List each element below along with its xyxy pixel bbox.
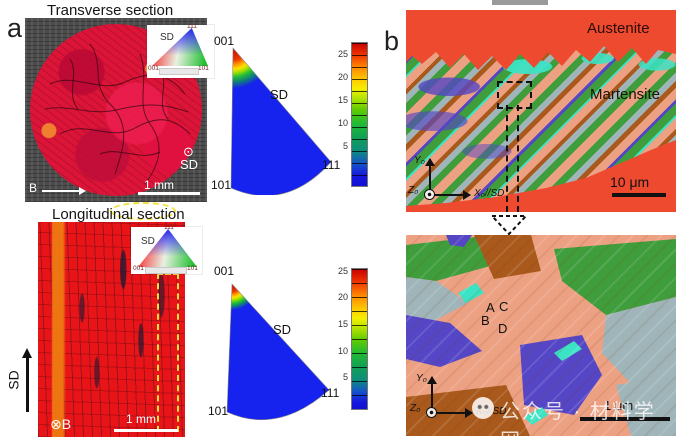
coordinate-axes-top: Y₀ X₀//SD Z₀ [406,155,506,207]
watermark-logo [472,397,494,419]
pf1-sd-label: SD [270,87,289,102]
transverse-colorbar [351,42,368,187]
x-axis-arrow [430,190,471,200]
zoom-map-regions [406,235,676,436]
lath-texture [406,235,676,436]
key-color-triangle [138,229,197,267]
point-label-b: B [481,313,490,328]
zoom-arrow [489,215,529,236]
b-in-marker: ⊗B [50,416,72,432]
pole-figure-transverse [230,47,332,195]
roi-leader-line-left [506,105,508,212]
key-baseline [159,68,199,75]
pf2-101-label: 101 [208,404,229,418]
sd-out-label: SD [180,157,199,172]
longitudinal-scale-label: 1 mm [126,412,156,426]
transverse-scale-bar [138,192,200,195]
key-101-label: 101 [198,65,209,72]
key-sd-label: SD [160,32,174,43]
top-edge-artifact [492,0,548,5]
x-axis-arrow [432,408,473,418]
key-111-label: 111 [187,23,197,30]
b-direction-label: B [29,181,38,195]
cb2-tick-10: 10 [337,346,348,356]
analysis-ellipse-roi [110,202,176,220]
roi-leader-line-right [517,105,519,212]
cb1-tick-20: 20 [337,72,348,82]
b-direction-arrow [42,187,86,195]
pf1-101-label: 101 [211,178,232,192]
scale-1um-label: 1 μm [604,398,634,413]
scale-1um-bar [580,417,670,421]
key-sd-label: SD [141,236,155,247]
z-out-icon [424,189,435,200]
longitudinal-scale-bar [114,429,178,432]
axis-y-label: Y₀ [414,155,425,166]
transverse-title: Transverse section [47,2,174,19]
sd-out-icon: ⊙ [183,144,194,159]
axis-z-label: Z₀ [410,403,421,414]
sd-axis-arrow [22,348,32,412]
point-label-d: D [498,321,508,336]
pf1-001-label: 001 [214,34,235,48]
pf1-111-label: 111 [322,158,341,172]
coordinate-axes-bottom: Y₀ X₀//SD Z₀ [408,373,508,425]
point-label-a: A [486,300,495,315]
cb1-tick-10: 10 [337,118,348,128]
austenite-label: Austenite [587,20,650,37]
axis-y-label: Y₀ [416,373,427,384]
pf2-001-label: 001 [214,264,235,278]
key-001-label: 001 [148,65,159,72]
longitudinal-roi-rect [157,273,179,432]
key-111-label: 111 [164,224,174,231]
axis-x-label: X₀//SD [474,188,505,199]
key-101-label: 101 [187,265,198,272]
key-001-label: 001 [133,265,144,272]
y-axis-arrow [427,376,437,413]
pf2-sd-label: SD [273,322,292,337]
point-label-c: C [499,299,509,314]
ebsd-overview-map: Austenite Martensite Y₀ X₀//SD Z₀ 10 μm [406,10,676,212]
ebsd-zoom-map: A C B D Y₀ X₀//SD Z₀ 1 μm 公众号 · 材料学网 [406,235,676,441]
cb2-tick-15: 15 [337,319,348,329]
axis-z-label: Z₀ [408,185,419,196]
longitudinal-ipf-key: SD 111 001 101 [131,224,202,274]
pf2-111-label: 111 [321,386,340,400]
scale-10um-bar [612,193,666,197]
cb1-tick-15: 15 [337,95,348,105]
y-axis-arrow [425,158,435,195]
cb2-tick-5: 5 [342,372,348,382]
cb1-tick-5: 5 [342,141,348,151]
pole-figure-longitudinal [226,283,330,420]
key-baseline [145,267,187,274]
scale-10um-label: 10 μm [610,174,650,190]
panel-a-label: a [7,13,23,43]
z-out-icon [426,407,437,418]
watermark-text: 公众号 · 材料学网 [500,401,656,441]
transverse-ipf-key: SD 111 001 101 [147,23,214,78]
cb2-tick-25: 25 [337,266,348,276]
panel-b-label: b [384,26,400,56]
cb2-tick-20: 20 [337,292,348,302]
cb1-tick-25: 25 [337,49,348,59]
sd-axis-label: SD [5,370,22,390]
martensite-label: Martensite [590,86,661,103]
longitudinal-colorbar [351,268,368,410]
longitudinal-title: Longitudinal section [52,206,185,223]
roi-dashed-box [497,81,532,109]
grain-boundaries-svg [44,43,191,185]
transverse-scale-label: 1 mm [144,178,174,192]
